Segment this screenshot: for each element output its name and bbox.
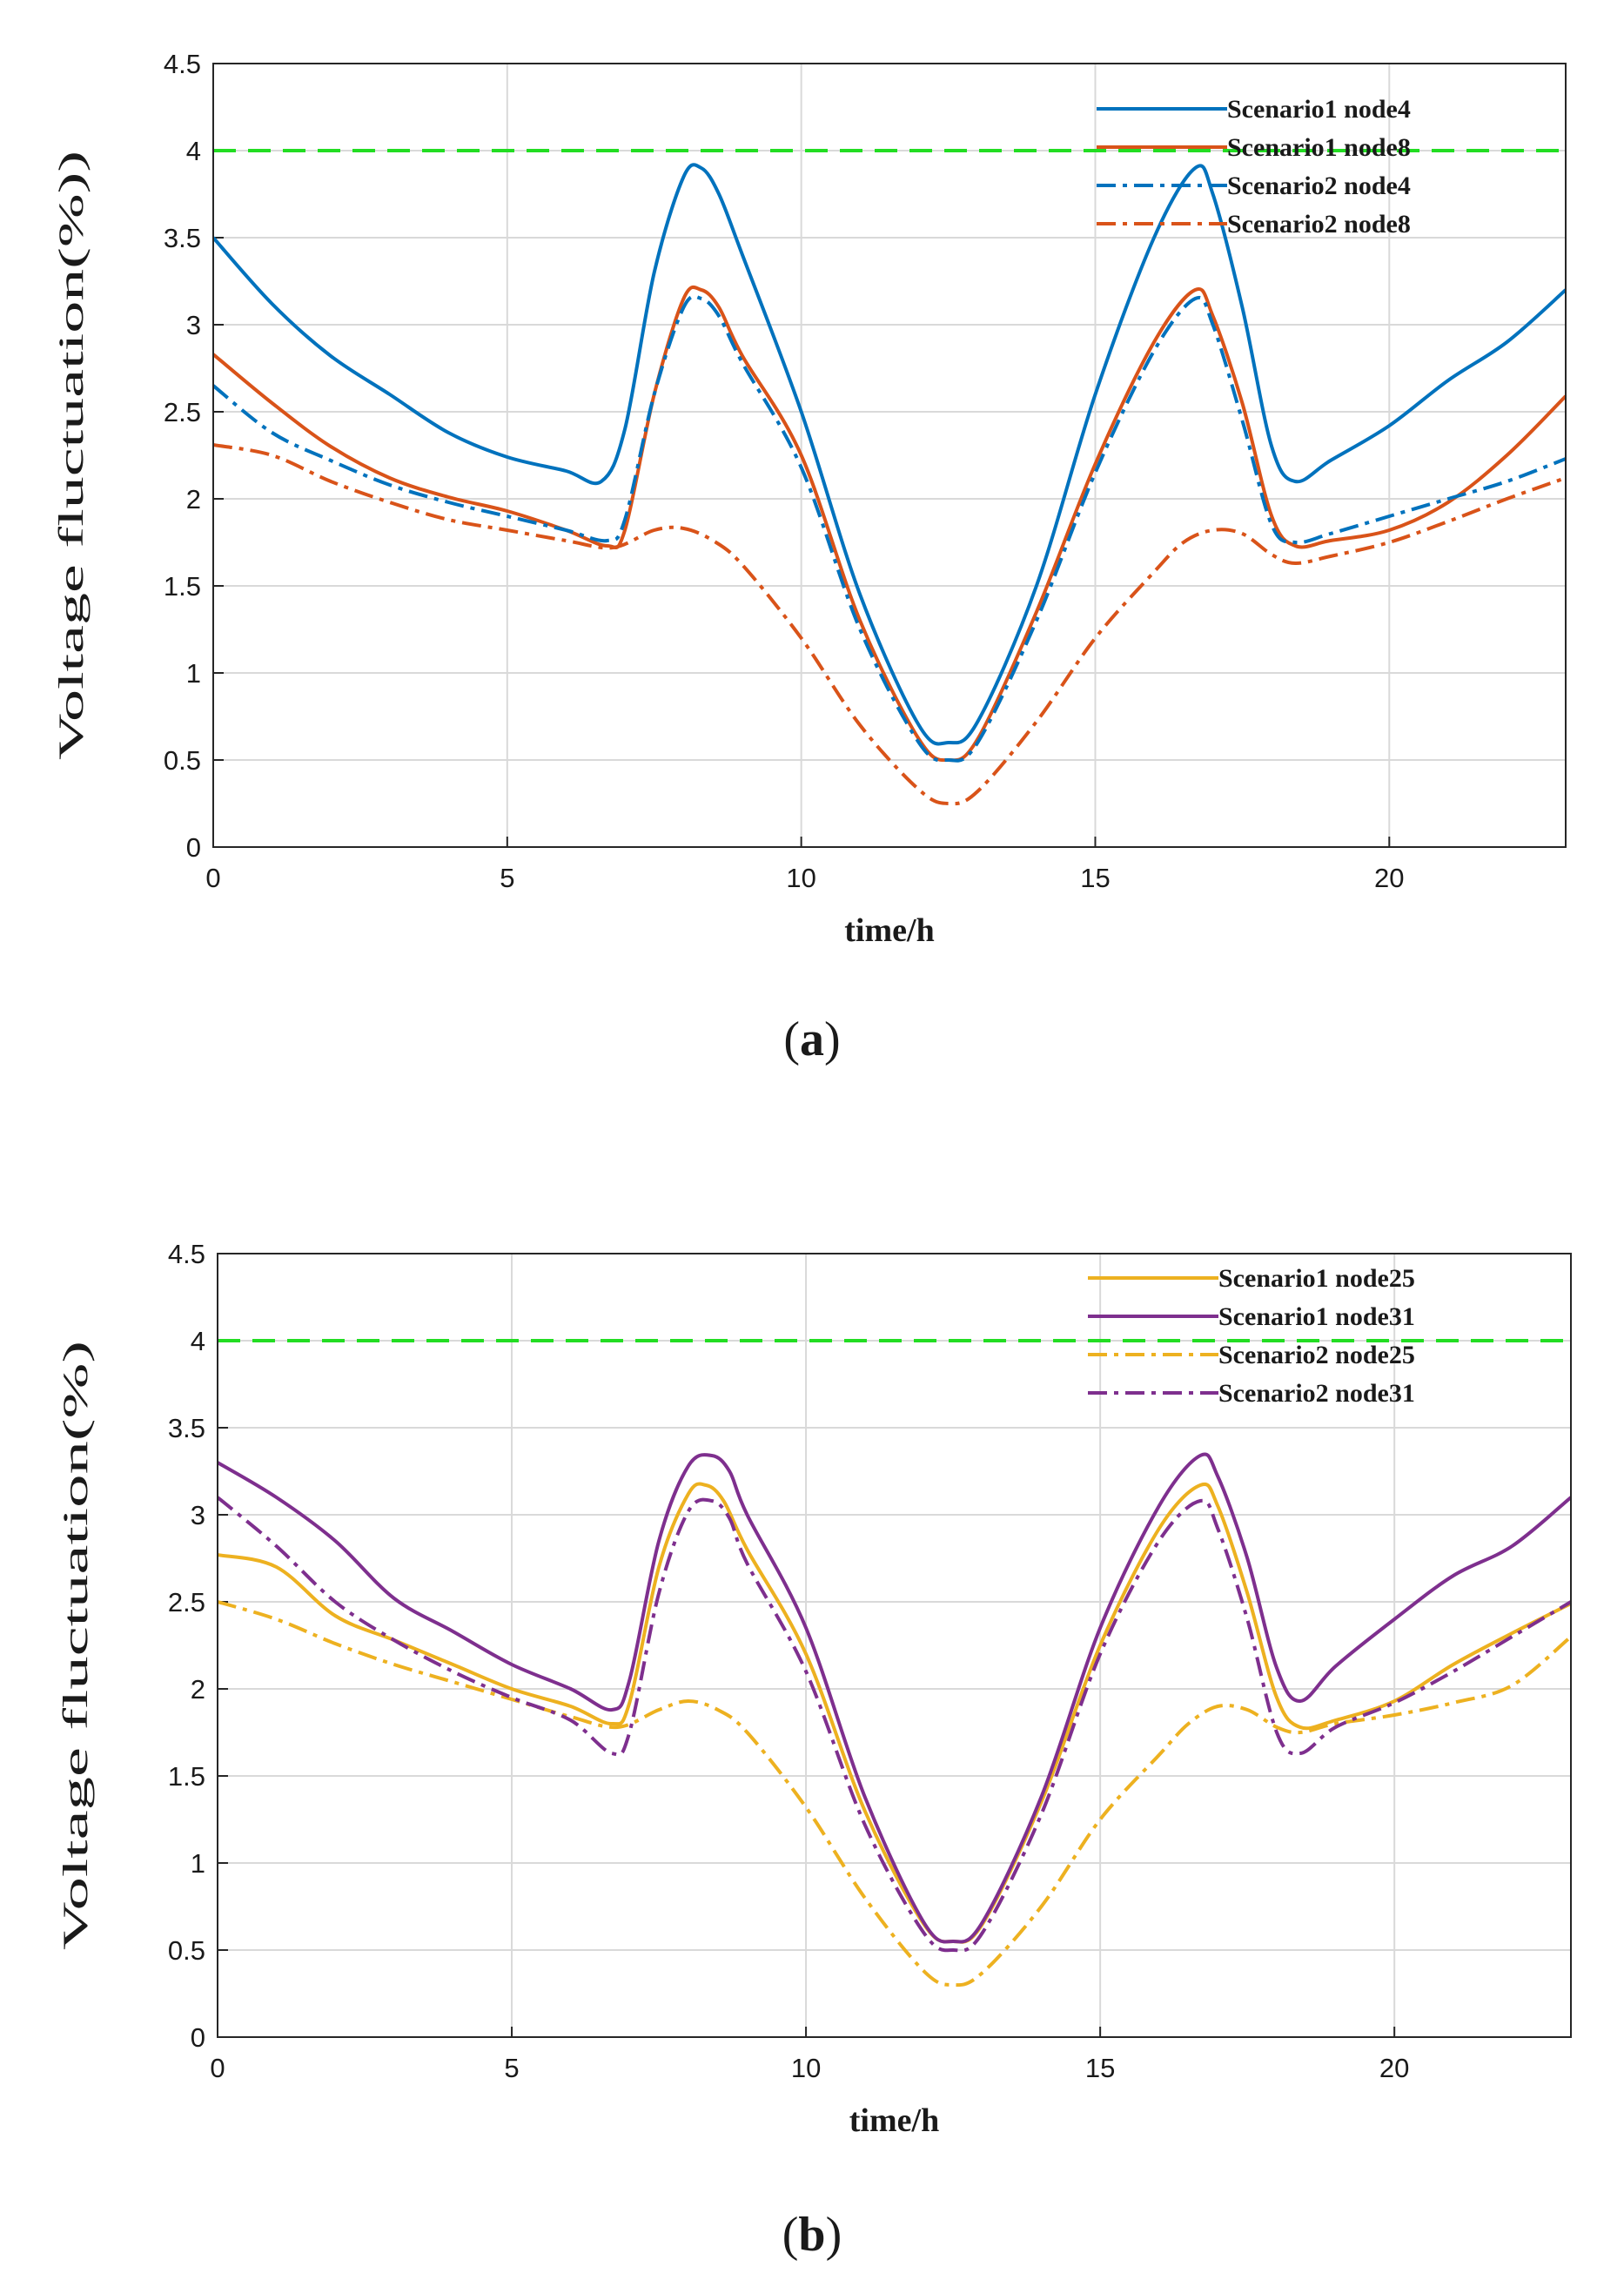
x-axis-label: time/h [844, 912, 934, 949]
y-tick-label: 2.5 [164, 397, 201, 427]
series-line-scenario1-node8 [213, 285, 1566, 763]
panel-label-close-paren: ) [824, 1012, 841, 1066]
chart-panel-a: 0 0.5 1 1.5 2 2.5 3 3.5 4 4.5 0 5 10 15 20 Scenario1 no… [51, 49, 1567, 1066]
y-tick-label: 4.5 [164, 49, 201, 79]
x-tick-label: 10 [791, 2053, 821, 2083]
series-line-scenario1-node31 [218, 1452, 1571, 1944]
chart-panel-b: 0 0.5 1 1.5 2 2.5 3 3.5 4 4.5 0 5 10 15 20 Scenario1 no… [56, 1239, 1572, 2262]
x-tick-label: 15 [1085, 2053, 1115, 2083]
x-tick-label: 5 [500, 863, 514, 893]
y-tick-label: 2.5 [168, 1587, 205, 1618]
y-tick-label: 4.5 [168, 1239, 205, 1269]
y-tick-label: 1.5 [168, 1761, 205, 1792]
x-tick-label: 20 [1374, 863, 1404, 893]
y-tick-label: 0 [191, 2022, 205, 2053]
y-tick-label: 3 [191, 1500, 205, 1530]
legend-label: Scenario1 node8 [1227, 133, 1411, 162]
x-axis-label: time/h [849, 2102, 939, 2139]
legend-label: Scenario1 node31 [1218, 1302, 1415, 1331]
legend-label: Scenario2 node8 [1227, 210, 1411, 239]
series-group [218, 1452, 1571, 1987]
series-line-scenario2-node25 [218, 1600, 1571, 1987]
y-tick-label: 1 [191, 1848, 205, 1879]
y-tick-label: 1.5 [164, 571, 201, 602]
x-tick-label: 10 [786, 863, 815, 893]
axes-frame [212, 63, 1567, 848]
series-line-scenario2-node31 [218, 1496, 1571, 1953]
series-line-scenario1-node25 [218, 1482, 1571, 1944]
panel-label: (a) [783, 1012, 840, 1066]
axes-frame [217, 1253, 1572, 2038]
x-tick-label: 15 [1080, 863, 1110, 893]
panel-label-open-paren: ( [783, 1012, 800, 1066]
y-tick-label: 3.5 [164, 223, 201, 253]
x-tick-label: 0 [210, 2053, 225, 2083]
legend-label: Scenario2 node4 [1227, 172, 1411, 200]
legend-label: Scenario2 node25 [1218, 1341, 1415, 1369]
panel-label-letter: a [800, 1012, 824, 1066]
plot-area [218, 1254, 1571, 2037]
series-group [213, 163, 1566, 806]
series-line-scenario2-node8 [213, 443, 1566, 806]
y-tick-label: 2 [191, 1674, 205, 1705]
y-tick-label: 3.5 [168, 1413, 205, 1443]
y-axis-label: Voltage fluctuation(%) [56, 1341, 95, 1950]
y-tick-label: 0.5 [168, 1935, 205, 1966]
series-line-scenario2-node4 [213, 294, 1566, 763]
legend: Scenario1 node25 Scenario1 node31 Scenario… [1088, 1264, 1415, 1408]
panel-label-close-paren: ) [826, 2208, 842, 2262]
y-tick-label: 1 [186, 658, 201, 689]
legend-label: Scenario1 node4 [1227, 95, 1411, 124]
y-tick-label: 4 [191, 1326, 205, 1356]
y-tick-label: 4 [186, 136, 201, 166]
y-tick-label: 0 [186, 832, 201, 863]
legend-label: Scenario1 node25 [1218, 1264, 1415, 1293]
series-line-scenario1-node4 [213, 163, 1566, 746]
y-tick-label: 3 [186, 310, 201, 340]
legend: Scenario1 node4 Scenario1 node8 Scenario2 … [1097, 95, 1411, 239]
legend-label: Scenario2 node31 [1218, 1379, 1415, 1408]
y-axis-label: Voltage fluctuation(%)) [51, 151, 91, 760]
y-tick-label: 0.5 [164, 745, 201, 776]
panel-label-letter: b [798, 2208, 825, 2262]
panel-label: (b) [782, 2208, 842, 2262]
panel-label-open-paren: ( [782, 2208, 799, 2262]
x-tick-label: 20 [1379, 2053, 1409, 2083]
x-tick-label: 5 [504, 2053, 519, 2083]
x-tick-label: 0 [205, 863, 220, 893]
y-tick-label: 2 [186, 484, 201, 515]
